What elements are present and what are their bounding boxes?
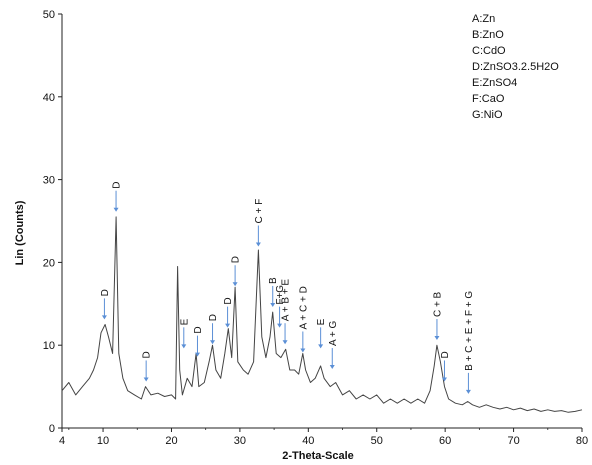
peak-arrowhead (318, 344, 324, 349)
peak-label: B + C + E + F + G (464, 291, 475, 371)
peak-label: C + F (254, 199, 265, 224)
peak-label: D (100, 289, 111, 296)
peak-arrowhead (181, 344, 187, 349)
peak-label: D (208, 314, 219, 321)
legend-entry: G:NiO (472, 109, 503, 121)
plot-frame (61, 14, 582, 429)
peak-arrowhead (143, 377, 149, 382)
x-tick-label: 4 (59, 435, 65, 447)
peak-arrowhead (441, 377, 447, 382)
x-tick-label: 70 (507, 435, 519, 447)
peak-arrowhead (225, 323, 231, 328)
legend-entry: F:CaO (472, 93, 505, 105)
peak-label: D (112, 181, 123, 188)
y-tick-label: 10 (43, 340, 55, 352)
peak-label: B (268, 277, 279, 284)
peak-arrowhead (300, 348, 306, 353)
peak-label: D (193, 326, 204, 333)
y-tick-label: 50 (43, 9, 55, 21)
legend-entry: B:ZnO (472, 29, 504, 41)
legend-entry: C:CdO (472, 45, 506, 57)
peak-arrowhead (232, 282, 238, 287)
peak-arrowhead (282, 340, 288, 345)
peak-arrowhead (210, 340, 216, 345)
legend-entry: D:ZnSO3.2.5H2O (472, 61, 559, 73)
peak-label: E (316, 318, 327, 325)
peak-label: D (223, 297, 234, 304)
peak-label: D (440, 351, 451, 358)
y-tick-label: 30 (43, 175, 55, 187)
peak-arrowhead (113, 207, 119, 212)
peak-arrowhead (434, 336, 440, 341)
series-layer (61, 216, 583, 413)
x-tick-label: 60 (439, 435, 451, 447)
peak-label: A + G (328, 321, 339, 347)
peak-label: D (231, 256, 242, 263)
x-tick-label: 40 (302, 435, 314, 447)
y-tick-label: 0 (49, 423, 55, 435)
x-axis-title: 2-Theta-Scale (282, 450, 354, 462)
peak-arrowhead (329, 365, 335, 370)
x-tick-label: 20 (165, 435, 177, 447)
peak-label: C + B (432, 291, 443, 317)
diffraction-pattern-line (61, 216, 583, 413)
peak-label: A + C + D (298, 286, 309, 329)
x-tick-label: 80 (576, 435, 588, 447)
peak-label: F+G (275, 285, 286, 305)
peak-arrowhead (255, 242, 261, 247)
peak-arrowhead (270, 302, 276, 307)
peak-arrowhead (465, 389, 471, 394)
axis-ticks: 4 10 20 30 40 50 60 70 80 0 10 20 30 40 50 (43, 9, 588, 447)
peak-label: E (179, 318, 190, 325)
x-tick-label: 30 (234, 435, 246, 447)
y-tick-label: 20 (43, 257, 55, 269)
legend: A:Zn B:ZnO C:CdO D:ZnSO3.2.5H2O E:ZnSO4 F:CaO… (472, 13, 559, 121)
peak-label: A + B + E (281, 279, 292, 322)
peak-arrowhead (194, 352, 200, 357)
y-axis-title: Lin (Counts) (14, 200, 26, 265)
x-tick-label: 10 (97, 435, 109, 447)
legend-entry: E:ZnSO4 (472, 77, 517, 89)
peak-arrowhead (277, 323, 283, 328)
peak-label: D (142, 351, 153, 358)
peak-arrowhead (101, 315, 107, 320)
y-tick-label: 40 (43, 92, 55, 104)
legend-entry: A:Zn (472, 13, 495, 25)
x-tick-label: 50 (371, 435, 383, 447)
